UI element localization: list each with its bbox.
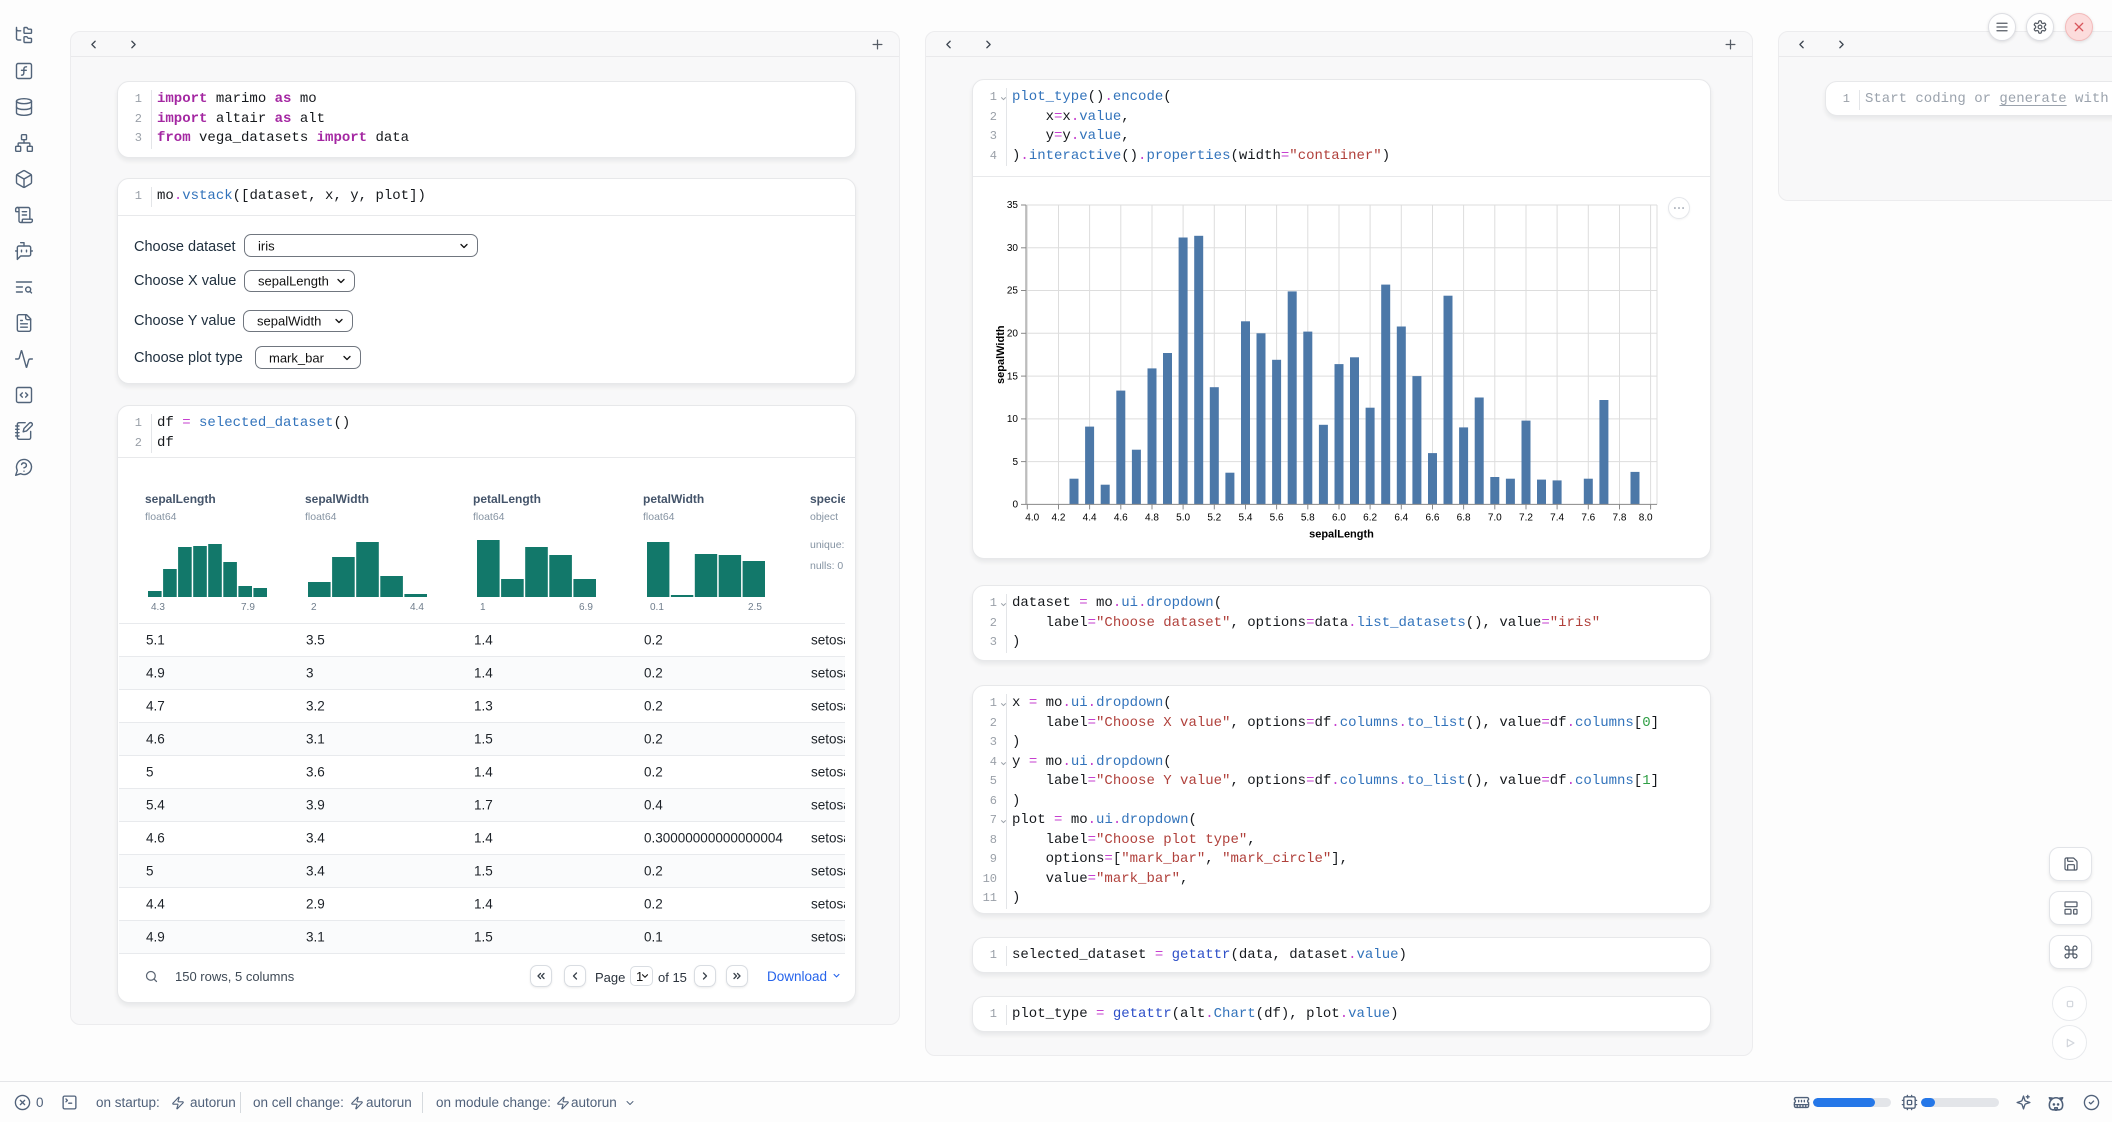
svg-text:4.8: 4.8 [1145, 512, 1159, 523]
svg-text:25: 25 [1007, 286, 1019, 297]
svg-text:4.2: 4.2 [1052, 512, 1066, 523]
svg-text:6.2: 6.2 [1363, 512, 1377, 523]
svg-text:sepalWidth: sepalWidth [995, 325, 1007, 384]
svg-text:5.0: 5.0 [1176, 512, 1190, 523]
svg-text:7.2: 7.2 [1519, 512, 1533, 523]
svg-text:4.4: 4.4 [1083, 512, 1097, 523]
svg-text:6.0: 6.0 [1332, 512, 1346, 523]
svg-text:20: 20 [1007, 329, 1019, 340]
svg-text:5: 5 [1012, 457, 1018, 468]
svg-text:6.4: 6.4 [1394, 512, 1408, 523]
svg-text:10: 10 [1007, 414, 1019, 425]
svg-text:5.2: 5.2 [1207, 512, 1221, 523]
svg-text:7.6: 7.6 [1581, 512, 1595, 523]
svg-text:35: 35 [1007, 200, 1019, 211]
svg-text:sepalLength: sepalLength [1309, 528, 1374, 540]
svg-text:4.0: 4.0 [1025, 512, 1039, 523]
svg-text:6.6: 6.6 [1426, 512, 1440, 523]
svg-text:7.4: 7.4 [1550, 512, 1564, 523]
svg-text:15: 15 [1007, 371, 1019, 382]
svg-text:7.8: 7.8 [1613, 512, 1627, 523]
svg-text:0: 0 [1012, 500, 1018, 511]
svg-text:7.0: 7.0 [1488, 512, 1502, 523]
svg-text:4.6: 4.6 [1114, 512, 1128, 523]
svg-text:6.8: 6.8 [1457, 512, 1471, 523]
svg-text:30: 30 [1007, 243, 1019, 254]
svg-text:5.6: 5.6 [1270, 512, 1284, 523]
svg-text:8.0: 8.0 [1639, 512, 1653, 523]
svg-text:5.8: 5.8 [1301, 512, 1315, 523]
svg-text:5.4: 5.4 [1239, 512, 1253, 523]
